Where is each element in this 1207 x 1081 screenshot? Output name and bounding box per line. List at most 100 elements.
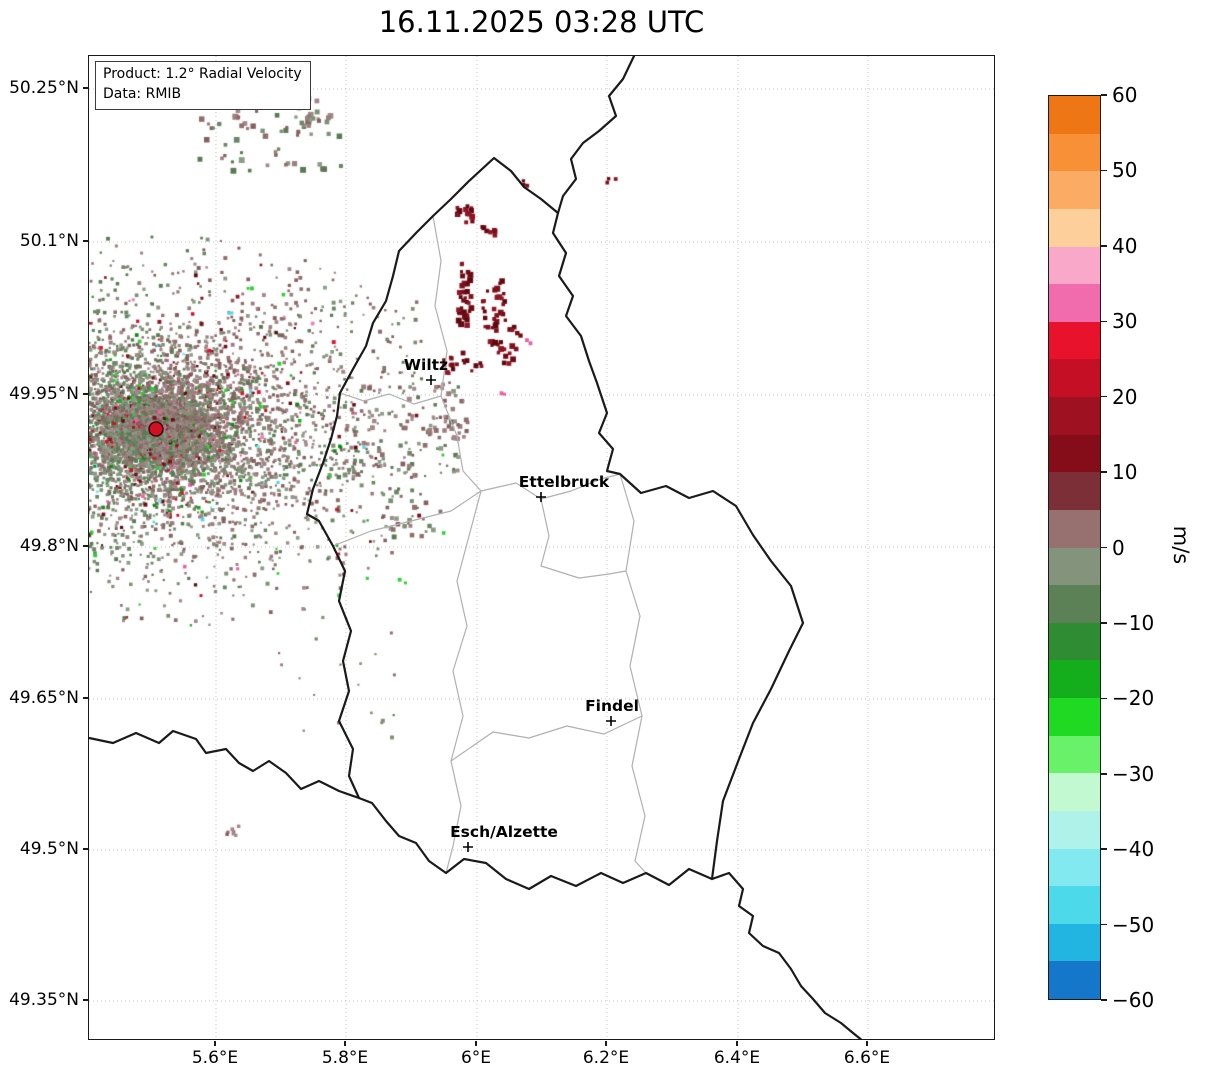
district-border xyxy=(445,490,482,874)
colorbar-tick-mark xyxy=(1101,697,1107,700)
colorbar-band xyxy=(1049,735,1100,774)
colorbar-band xyxy=(1049,698,1100,736)
district-border xyxy=(619,473,647,874)
colorbar-band xyxy=(1049,961,1100,999)
colorbar-band xyxy=(1049,660,1100,698)
colorbar-band xyxy=(1049,622,1100,661)
colorbar-band xyxy=(1049,773,1100,811)
district-border xyxy=(432,215,482,492)
colorbar-band xyxy=(1049,246,1100,285)
country-border-france-belgium xyxy=(89,729,361,800)
x-axis-tick-mark xyxy=(214,1041,216,1046)
radar-site-dot xyxy=(148,421,164,437)
y-axis-tick-mark xyxy=(83,545,88,547)
city-label: Findel xyxy=(585,697,639,715)
colorbar-tick-label: −50 xyxy=(1112,912,1155,937)
district-border xyxy=(332,473,621,547)
colorbar-band xyxy=(1049,923,1100,962)
city-label: Esch/Alzette xyxy=(450,823,558,841)
x-axis-tick-mark xyxy=(736,1041,738,1046)
city-marker xyxy=(463,842,473,852)
colorbar-tick-label: 60 xyxy=(1112,83,1138,107)
colorbar-tick-label: 10 xyxy=(1112,460,1138,485)
city-marker xyxy=(536,492,546,502)
colorbar-band xyxy=(1049,359,1100,397)
colorbar-band xyxy=(1049,509,1100,548)
city-label: Ettelbruck xyxy=(519,473,610,491)
x-axis-tick-label: 6.6°E xyxy=(843,1048,891,1068)
x-axis-tick-mark xyxy=(344,1041,346,1046)
colorbar-tick-label: 30 xyxy=(1112,309,1138,334)
city-label: Wiltz xyxy=(404,356,448,374)
y-axis-tick-mark xyxy=(83,87,88,89)
y-axis-tick-label: 49.35°N xyxy=(9,990,79,1010)
colorbar-unit-label: m/s xyxy=(1169,525,1193,565)
colorbar-band xyxy=(1049,810,1100,849)
product-info-line: Product: 1.2° Radial Velocity xyxy=(103,66,302,82)
colorbar-band xyxy=(1049,321,1100,360)
district-border xyxy=(450,715,643,762)
colorbar-tick-mark xyxy=(1101,923,1107,926)
x-axis-tick-label: 6.2°E xyxy=(582,1048,630,1068)
colorbar-band xyxy=(1049,96,1100,134)
colorbar-tick-label: −40 xyxy=(1112,837,1155,862)
product-info-box: Product: 1.2° Radial Velocity Data: RMIB xyxy=(95,61,311,110)
y-axis-tick-mark xyxy=(83,999,88,1001)
colorbar-tick-mark xyxy=(1101,999,1107,1001)
plot-title: 16.11.2025 03:28 UTC xyxy=(378,5,705,39)
y-axis-tick-label: 50.1°N xyxy=(19,231,79,251)
y-axis-tick-label: 49.8°N xyxy=(19,536,79,556)
colorbar-tick-mark xyxy=(1101,320,1107,323)
x-axis-tick-label: 6°E xyxy=(460,1048,492,1068)
colorbar-band xyxy=(1049,434,1100,473)
colorbar-band xyxy=(1049,472,1100,510)
y-axis-tick-mark xyxy=(83,393,88,395)
y-axis-tick-mark xyxy=(83,697,88,699)
colorbar xyxy=(1048,95,1101,1000)
colorbar-band xyxy=(1049,848,1100,887)
country-border-france-germany xyxy=(710,871,863,1039)
colorbar-band xyxy=(1049,208,1100,247)
colorbar-tick-mark xyxy=(1101,395,1107,398)
colorbar-tick-mark xyxy=(1101,245,1107,247)
data-source-line: Data: RMIB xyxy=(103,86,182,103)
colorbar-tick-mark xyxy=(1101,773,1107,775)
colorbar-tick-mark xyxy=(1101,848,1107,850)
y-axis-tick-mark xyxy=(83,848,88,850)
map-plot-area: Wiltz Ettelbruck Findel Esch/Alzette Produc… xyxy=(88,55,995,1040)
colorbar-tick-label: −60 xyxy=(1112,988,1155,1012)
y-axis-tick-label: 49.5°N xyxy=(19,839,79,859)
colorbar-tick-mark xyxy=(1101,471,1107,473)
city-marker xyxy=(426,375,436,385)
colorbar-band xyxy=(1049,585,1100,623)
x-axis-tick-mark xyxy=(475,1041,477,1046)
radar-echo-canvas xyxy=(89,56,994,1039)
colorbar-tick-label: 0 xyxy=(1112,535,1125,560)
city-marker xyxy=(606,716,616,726)
colorbar-tick-mark xyxy=(1101,94,1107,96)
district-border xyxy=(339,392,442,405)
y-axis-tick-label: 50.25°N xyxy=(9,78,79,98)
colorbar-band xyxy=(1049,547,1100,586)
colorbar-tick-label: 20 xyxy=(1112,384,1138,409)
colorbar-tick-label: −30 xyxy=(1112,761,1155,786)
colorbar-tick-mark xyxy=(1101,622,1107,624)
district-border xyxy=(540,498,627,579)
y-axis-tick-label: 49.95°N xyxy=(9,384,79,404)
colorbar-band xyxy=(1049,284,1100,322)
country-border-luxembourg xyxy=(305,156,805,891)
y-axis-tick-label: 49.65°N xyxy=(9,688,79,708)
x-axis-tick-mark xyxy=(866,1041,868,1046)
colorbar-band xyxy=(1049,886,1100,924)
country-border-belgium-germany xyxy=(556,56,636,215)
x-axis-tick-label: 5.6°E xyxy=(191,1048,239,1068)
colorbar-tick-label: 40 xyxy=(1112,233,1138,258)
colorbar-tick-label: 50 xyxy=(1112,158,1138,183)
colorbar-tick-label: −10 xyxy=(1112,610,1155,635)
colorbar-tick-mark xyxy=(1101,169,1107,172)
colorbar-band xyxy=(1049,133,1100,172)
map-borders: Wiltz Ettelbruck Findel Esch/Alzette xyxy=(89,56,863,1039)
x-axis-tick-label: 6.4°E xyxy=(713,1048,761,1068)
colorbar-tick-mark xyxy=(1101,546,1107,549)
